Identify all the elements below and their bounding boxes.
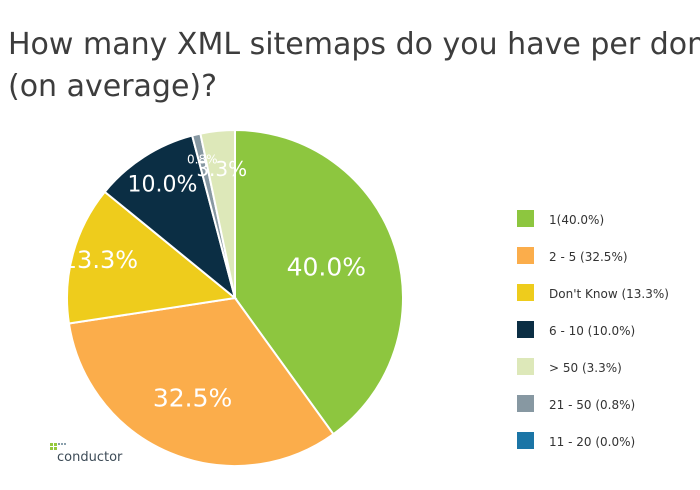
logo-dot-1	[50, 443, 53, 446]
pie-slice-3	[66, 190, 238, 325]
pie-slice-1	[234, 128, 404, 436]
pie-slices-group	[66, 128, 404, 467]
legend: 1(40.0%) 2 - 5 (32.5%) Don't Know (13.3%) 6…	[517, 210, 669, 449]
logo-dot-3	[50, 447, 53, 450]
chart-title-line-1: How many XML sitemaps do you have per do…	[8, 27, 700, 62]
pie-slice-label-4: 10.0%	[127, 172, 197, 197]
legend-swatch-3	[517, 284, 534, 301]
legend-swatch-5	[517, 358, 534, 375]
pie-slice-label-5: 0.8%	[187, 152, 218, 166]
legend-swatch-4	[517, 321, 534, 338]
logo-dot-7	[64, 443, 66, 445]
conductor-logo: conductor	[50, 443, 123, 465]
legend-label-6: 21 - 50 (0.8%)	[549, 398, 635, 412]
logo-dot-6	[61, 443, 63, 445]
legend-label-3: Don't Know (13.3%)	[549, 287, 669, 301]
legend-swatch-7	[517, 432, 534, 449]
legend-swatch-6	[517, 395, 534, 412]
logo-dot-4	[54, 447, 57, 450]
logo-dot-2	[54, 443, 57, 446]
logo-text: conductor	[57, 450, 123, 465]
legend-label-4: 6 - 10 (10.0%)	[549, 324, 635, 338]
legend-swatch-2	[517, 247, 534, 264]
legend-swatch-1	[517, 210, 534, 227]
legend-label-1: 1(40.0%)	[549, 213, 604, 227]
legend-label-7: 11 - 20 (0.0%)	[549, 435, 635, 449]
legend-label-2: 2 - 5 (32.5%)	[549, 250, 628, 264]
pie-slice-label-3: 13.3%	[62, 246, 138, 274]
legend-label-5: > 50 (3.3%)	[549, 361, 622, 375]
pie-slice-6	[199, 128, 236, 299]
pie-slice-label-6: 3.3%	[196, 157, 247, 181]
pie-data-labels-group: 40.0% 32.5% 13.3% 10.0% 0.8%3.3%	[62, 152, 366, 412]
pie-slice-label-2: 32.5%	[153, 383, 232, 412]
logo-dot-5	[58, 443, 60, 445]
pie-slice-2	[67, 296, 335, 467]
chart-title-line-2: (on average)?	[8, 69, 217, 104]
pie-slice-label-1: 40.0%	[287, 252, 366, 281]
